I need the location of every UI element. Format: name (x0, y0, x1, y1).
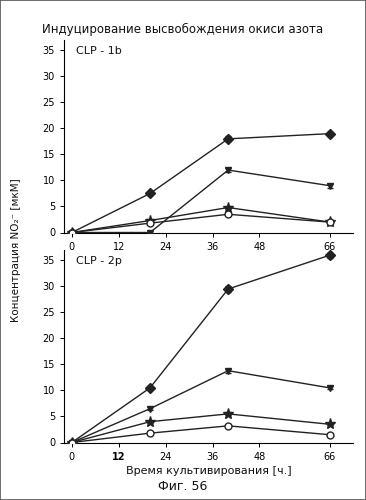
Text: Фиг. 56: Фиг. 56 (158, 480, 208, 492)
X-axis label: Время культивирования [ч.]: Время культивирования [ч.] (126, 466, 291, 475)
Text: CLP - 1b: CLP - 1b (76, 46, 122, 56)
Text: Индуцирование высвобождения окиси азота: Индуцирование высвобождения окиси азота (42, 22, 324, 36)
Text: Концентрация NO₂⁻ [мкМ]: Концентрация NO₂⁻ [мкМ] (11, 178, 22, 322)
Text: CLP - 2p: CLP - 2p (76, 256, 122, 266)
